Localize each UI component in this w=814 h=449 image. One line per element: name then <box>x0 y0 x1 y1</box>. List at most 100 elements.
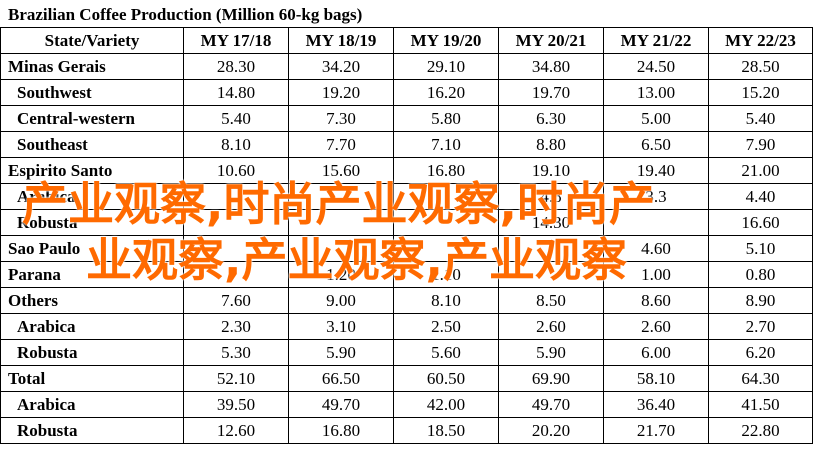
table-row: Others 7.60 9.00 8.10 8.50 8.60 8.90 <box>0 287 813 314</box>
table-row: Southeast 8.10 7.70 7.10 8.80 6.50 7.90 <box>0 131 813 158</box>
table-cell: 5.90 <box>288 339 394 366</box>
row-label: Minas Gerais <box>0 53 184 80</box>
table-cell: 7.10 <box>393 131 499 158</box>
table-cell: 66.50 <box>288 365 394 392</box>
row-label: Arabica <box>0 183 184 210</box>
table-cell: 1.20 <box>288 261 394 288</box>
table-cell: 24.50 <box>603 53 709 80</box>
table-cell: 39.50 <box>183 391 289 418</box>
table-cell: 8.10 <box>393 287 499 314</box>
table-row: Robusta 14.30 16.60 <box>0 209 813 236</box>
table-cell <box>288 183 394 210</box>
table-cell: 29.10 <box>393 53 499 80</box>
table-cell: 3.3 <box>603 183 709 210</box>
table-cell: 7.70 <box>288 131 394 158</box>
table-row: Central-western 5.40 7.30 5.80 6.30 5.00 5.40 <box>0 105 813 132</box>
header-year: MY 21/22 <box>603 27 709 54</box>
table-cell: 4.60 <box>603 235 709 262</box>
table-cell: 14.80 <box>183 79 289 106</box>
table-cell: 41.50 <box>708 391 813 418</box>
table-cell: 22.80 <box>708 417 813 444</box>
table-cell: 5.30 <box>183 339 289 366</box>
table-cell: 6.50 <box>603 131 709 158</box>
table-cell <box>393 235 499 262</box>
table-cell: 42.00 <box>393 391 499 418</box>
table-cell <box>183 209 289 236</box>
table-cell: 15.20 <box>708 79 813 106</box>
table-cell: 1.10 <box>393 261 499 288</box>
table-cell: 69.90 <box>498 365 604 392</box>
row-label: Arabica <box>0 313 184 340</box>
table-cell: 21.00 <box>708 157 813 184</box>
row-label: Robusta <box>0 209 184 236</box>
table-cell: 16.60 <box>708 209 813 236</box>
table-cell: 5.40 <box>183 105 289 132</box>
table-cell: 5.40 <box>708 105 813 132</box>
row-label: Total <box>0 365 184 392</box>
table-cell: 6.30 <box>498 105 604 132</box>
table-cell: 14.30 <box>498 209 604 236</box>
table-cell: 60.50 <box>393 365 499 392</box>
table-cell <box>603 209 709 236</box>
table-cell <box>498 235 604 262</box>
header-year: MY 19/20 <box>393 27 499 54</box>
table-cell: 19.40 <box>603 157 709 184</box>
table-cell <box>498 261 604 288</box>
table-cell: 1.00 <box>603 261 709 288</box>
header-year: MY 20/21 <box>498 27 604 54</box>
table-cell: 52.10 <box>183 365 289 392</box>
table-cell: 2.30 <box>183 313 289 340</box>
table-cell: 2.60 <box>603 313 709 340</box>
table-cell <box>393 183 499 210</box>
table-cell: 20.20 <box>498 417 604 444</box>
production-table: State/Variety MY 17/18 MY 18/19 MY 19/20… <box>0 27 813 444</box>
table-cell: 16.80 <box>288 417 394 444</box>
table-cell: 8.80 <box>498 131 604 158</box>
table-cell: 5.00 <box>603 105 709 132</box>
table-cell: 49.70 <box>288 391 394 418</box>
table-cell: 21.70 <box>603 417 709 444</box>
table-cell: 5.60 <box>393 339 499 366</box>
table-cell: 8.90 <box>708 287 813 314</box>
table-row: Robusta 12.60 16.80 18.50 20.20 21.70 22.80 <box>0 417 813 444</box>
table-cell: 7.30 <box>288 105 394 132</box>
table-cell: 8.50 <box>498 287 604 314</box>
row-label: Parana <box>0 261 184 288</box>
table-cell <box>183 235 289 262</box>
table-cell: 2.60 <box>498 313 604 340</box>
table-cell: 34.80 <box>498 53 604 80</box>
table-cell: 7.60 <box>183 287 289 314</box>
table-cell: 10.60 <box>183 157 289 184</box>
row-label: Central-western <box>0 105 184 132</box>
header-year: MY 22/23 <box>708 27 813 54</box>
table-row: Arabica 4.8 3.3 4.40 <box>0 183 813 210</box>
row-label: Arabica <box>0 391 184 418</box>
table-cell: 2.70 <box>708 313 813 340</box>
table-cell: 13.00 <box>603 79 709 106</box>
table-cell: 4.40 <box>708 183 813 210</box>
table-body: Minas Gerais 28.30 34.20 29.10 34.80 24.50 28.… <box>0 53 813 444</box>
table-cell: 16.20 <box>393 79 499 106</box>
table-cell: 5.10 <box>708 235 813 262</box>
table-cell: 15.60 <box>288 157 394 184</box>
table-cell: 19.70 <box>498 79 604 106</box>
table-cell <box>393 209 499 236</box>
table-cell: 36.40 <box>603 391 709 418</box>
table-cell: 5.80 <box>393 105 499 132</box>
table-row: Parana 1.20 1.10 1.00 0.80 <box>0 261 813 288</box>
table-cell <box>183 261 289 288</box>
table-cell: 49.70 <box>498 391 604 418</box>
header-state-variety: State/Variety <box>0 27 184 54</box>
table-cell <box>288 209 394 236</box>
table-cell: 3.10 <box>288 313 394 340</box>
row-label: Southwest <box>0 79 184 106</box>
table-cell: 4.8 <box>498 183 604 210</box>
table-cell: 16.80 <box>393 157 499 184</box>
table-cell: 6.00 <box>603 339 709 366</box>
table-row: Robusta 5.30 5.90 5.60 5.90 6.00 6.20 <box>0 339 813 366</box>
table-row: Espirito Santo 10.60 15.60 16.80 19.10 19.40 2… <box>0 157 813 184</box>
row-label: Espirito Santo <box>0 157 184 184</box>
table-cell: 28.30 <box>183 53 289 80</box>
row-label: Robusta <box>0 417 184 444</box>
table-cell: 5.90 <box>498 339 604 366</box>
